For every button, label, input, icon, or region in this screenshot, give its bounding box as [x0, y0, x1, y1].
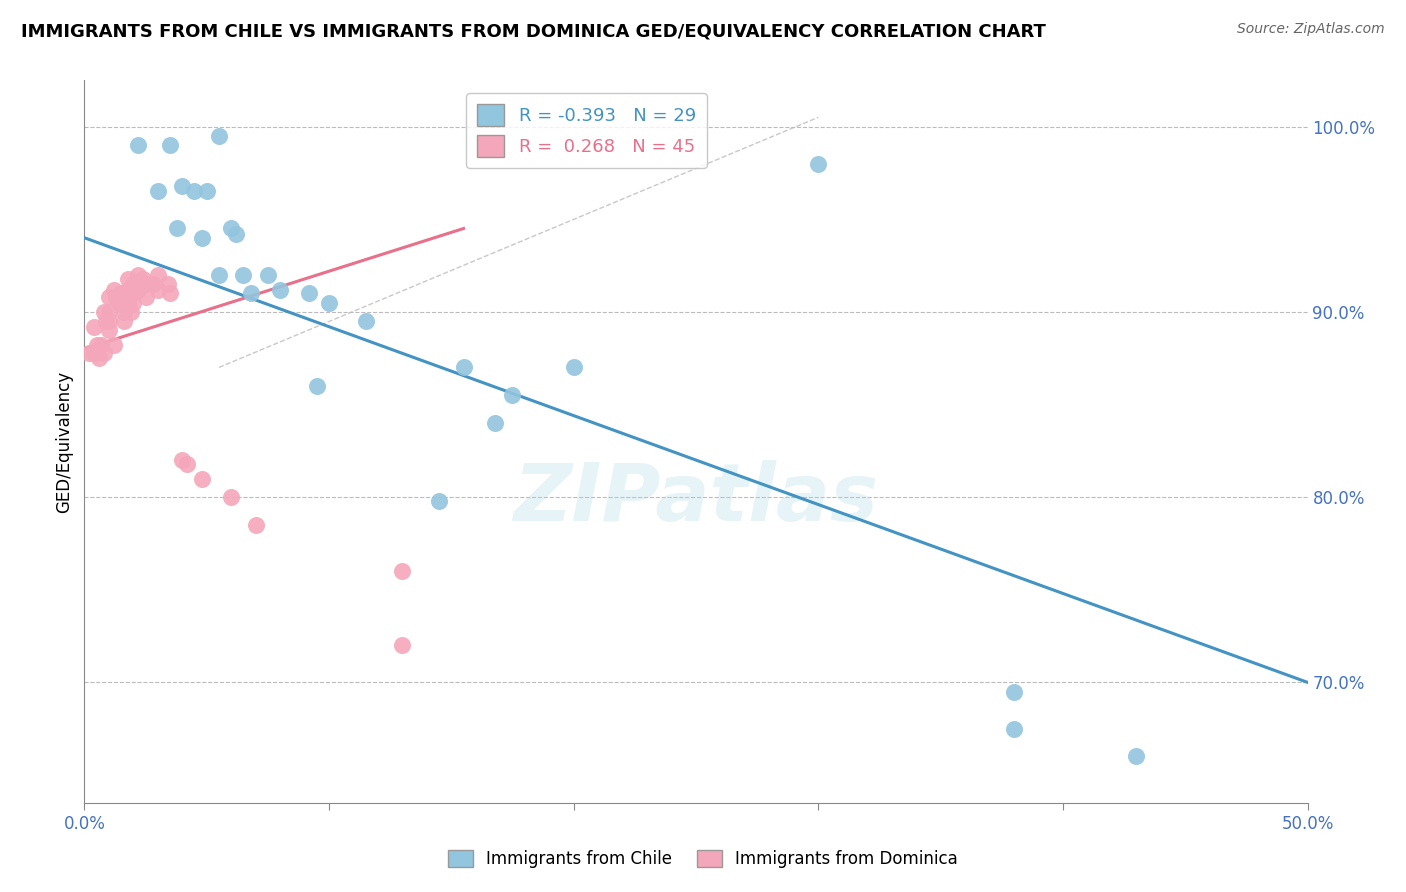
Point: [219, 221, 242, 235]
Point: [127, 268, 149, 282]
Point: [122, 295, 145, 310]
Point: [807, 156, 830, 170]
Point: [159, 286, 181, 301]
Point: [122, 277, 145, 291]
Legend: Immigrants from Chile, Immigrants from Dominica: Immigrants from Chile, Immigrants from D…: [441, 843, 965, 875]
Point: [103, 283, 125, 297]
Point: [562, 360, 585, 375]
Point: [127, 283, 149, 297]
Point: [87, 351, 110, 366]
Point: [257, 268, 280, 282]
Point: [117, 283, 139, 297]
Point: [172, 178, 194, 193]
Point: [122, 286, 145, 301]
Legend: R = -0.393   N = 29, R =  0.268   N = 45: R = -0.393 N = 29, R = 0.268 N = 45: [467, 93, 707, 168]
Text: IMMIGRANTS FROM CHILE VS IMMIGRANTS FROM DOMINICA GED/EQUIVALENCY CORRELATION CH: IMMIGRANTS FROM CHILE VS IMMIGRANTS FROM…: [21, 22, 1046, 40]
Point: [97, 314, 120, 328]
Point: [142, 277, 165, 291]
Point: [225, 227, 247, 241]
Point: [97, 290, 120, 304]
Point: [239, 286, 262, 301]
Point: [135, 277, 157, 291]
Point: [83, 345, 105, 359]
Point: [427, 493, 450, 508]
Point: [93, 305, 115, 319]
Point: [105, 290, 128, 304]
Point: [502, 388, 524, 402]
Point: [232, 268, 254, 282]
Text: Source: ZipAtlas.com: Source: ZipAtlas.com: [1237, 22, 1385, 37]
Point: [484, 416, 506, 430]
Point: [90, 338, 112, 352]
Text: ZIPatlas: ZIPatlas: [513, 460, 879, 539]
Point: [120, 305, 142, 319]
Point: [107, 295, 129, 310]
Point: [117, 295, 139, 310]
Point: [146, 185, 169, 199]
Point: [1002, 684, 1025, 698]
Point: [298, 286, 321, 301]
Point: [219, 490, 242, 504]
Point: [103, 338, 125, 352]
Point: [127, 138, 149, 153]
Point: [453, 360, 475, 375]
Point: [191, 472, 214, 486]
Point: [110, 295, 132, 310]
Point: [135, 290, 157, 304]
Point: [146, 283, 169, 297]
Point: [183, 185, 205, 199]
Point: [391, 564, 413, 578]
Point: [97, 323, 120, 337]
Point: [195, 185, 218, 199]
Y-axis label: GED/Equivalency: GED/Equivalency: [55, 370, 73, 513]
Point: [354, 314, 377, 328]
Point: [305, 379, 328, 393]
Point: [96, 314, 118, 328]
Point: [1002, 722, 1025, 736]
Point: [318, 295, 340, 310]
Point: [176, 457, 198, 471]
Point: [166, 221, 188, 235]
Point: [245, 517, 267, 532]
Point: [97, 305, 120, 319]
Point: [1125, 749, 1147, 764]
Point: [86, 338, 108, 352]
Point: [208, 268, 231, 282]
Point: [159, 138, 181, 153]
Point: [83, 319, 105, 334]
Point: [117, 271, 139, 285]
Point: [156, 277, 179, 291]
Point: [132, 271, 155, 285]
Point: [112, 305, 135, 319]
Point: [146, 268, 169, 282]
Point: [208, 128, 231, 143]
Point: [172, 453, 194, 467]
Point: [77, 345, 100, 359]
Point: [112, 314, 135, 328]
Point: [269, 283, 291, 297]
Point: [191, 231, 214, 245]
Point: [110, 286, 132, 301]
Point: [93, 345, 115, 359]
Point: [391, 638, 413, 652]
